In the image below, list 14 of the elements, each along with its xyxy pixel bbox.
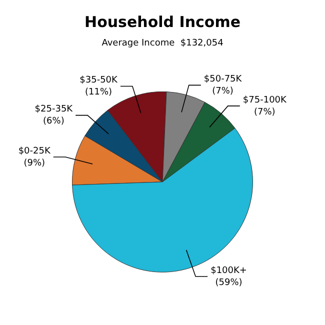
slice-label: $75-100K [242,95,288,106]
data-label: (11%) [85,88,112,98]
slice-label: $0-25K [18,146,52,156]
data-label: (6%) [43,116,64,127]
data-label: (59%) [215,278,242,288]
slice-label: $35-50K [80,76,119,86]
slice-label: $25-35K [34,104,74,115]
chart-title: Household Income [84,12,240,31]
slice-label: $50-75K [204,74,243,85]
slice-label: $100K+ [210,266,247,276]
chart-subtitle: Average Income $132,054 [102,38,224,49]
data-label: (7%) [254,107,276,118]
data-label: (9%) [24,158,46,168]
data-label: (7%) [212,86,234,97]
